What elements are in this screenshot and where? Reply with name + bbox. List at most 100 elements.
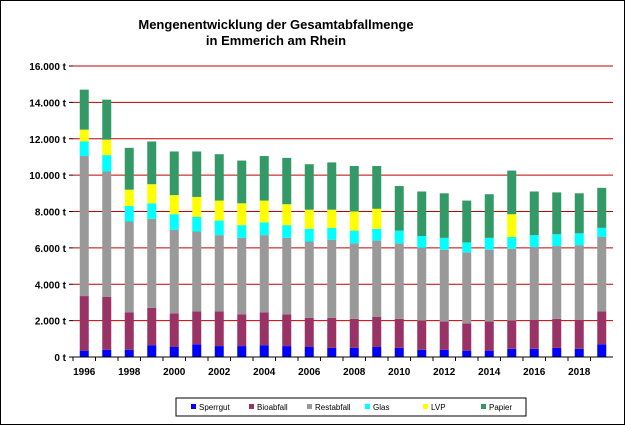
bar-segment-lvp xyxy=(214,200,224,221)
bar-segment-bioabfall xyxy=(462,323,472,351)
legend-label-sperrgut: Sperrgut xyxy=(199,403,230,412)
bar-segment-sperrgut xyxy=(349,347,359,357)
bar-segment-glas xyxy=(597,227,607,237)
bar-segment-lvp xyxy=(349,211,359,231)
bar-segment-glas xyxy=(507,236,517,249)
bar-segment-sperrgut xyxy=(259,345,269,357)
bar-segment-papier xyxy=(79,89,89,130)
bar-segment-restabfall xyxy=(484,249,494,322)
bar-segment-bioabfall xyxy=(214,311,224,347)
bar-stack xyxy=(237,160,247,357)
bar-segment-glas xyxy=(124,206,134,222)
legend: Sperrgut Bioabfall Restabfall Glas LVP Papier xyxy=(191,403,512,412)
legend-swatch-restabfall xyxy=(307,404,312,409)
bar-stack xyxy=(462,200,472,357)
bar-segment-bioabfall xyxy=(507,320,517,349)
bar-segment-bioabfall xyxy=(484,321,494,351)
bar-segment-sperrgut xyxy=(597,344,607,357)
legend-swatch-papier xyxy=(481,404,486,409)
bar-segment-lvp xyxy=(327,209,337,228)
bar-segment-sperrgut xyxy=(102,349,112,357)
bar-segment-restabfall xyxy=(462,252,472,324)
bar-segment-glas xyxy=(372,228,382,241)
bar-segment-papier xyxy=(372,166,382,209)
x-tick-label: 2018 xyxy=(568,367,591,378)
bar-segment-papier xyxy=(349,166,359,212)
bar-segment-bioabfall xyxy=(552,318,562,348)
bar-segment-lvp xyxy=(372,208,382,229)
bar-segment-lvp xyxy=(124,189,134,207)
legend-label-restabfall: Restabfall xyxy=(315,403,351,412)
y-tick-label: 4.000 t xyxy=(35,280,67,291)
bar-stack xyxy=(79,89,89,357)
chart-title-line1: Mengenentwicklung der Gesamtabfallmenge xyxy=(138,17,413,32)
bar-segment-glas xyxy=(484,237,494,250)
legend-swatch-bioabfall xyxy=(249,404,254,409)
y-tick-label: 14.000 t xyxy=(29,98,66,109)
bar-stack xyxy=(552,192,562,357)
x-tick-label: 2002 xyxy=(208,367,231,378)
bar-stack xyxy=(394,186,404,357)
x-tick-label: 2016 xyxy=(523,367,546,378)
bar-segment-glas xyxy=(237,225,247,238)
bar-segment-papier xyxy=(552,192,562,235)
bar-segment-sperrgut xyxy=(529,348,539,357)
bar-segment-lvp xyxy=(192,196,202,217)
bar-segment-restabfall xyxy=(529,246,539,320)
bar-segment-papier xyxy=(169,151,179,196)
bar-segment-papier xyxy=(304,164,314,210)
bar-segment-bioabfall xyxy=(192,311,202,345)
bar-segment-restabfall xyxy=(124,221,134,313)
bar-segment-restabfall xyxy=(349,243,359,319)
bar-segment-papier xyxy=(484,194,494,238)
bar-segment-bioabfall xyxy=(394,318,404,348)
bar-segment-bioabfall xyxy=(147,307,157,346)
bar-segment-sperrgut xyxy=(192,344,202,357)
bar-segment-restabfall xyxy=(597,236,607,312)
bar-segment-papier xyxy=(529,191,539,236)
bar-stack xyxy=(147,141,157,357)
bar-stack xyxy=(214,154,224,357)
bar-segment-restabfall xyxy=(282,237,292,315)
bar-stack xyxy=(417,191,427,357)
bar-segment-restabfall xyxy=(102,171,112,297)
bar-segment-sperrgut xyxy=(484,350,494,357)
bar-segment-glas xyxy=(147,203,157,219)
legend-label-glas: Glas xyxy=(373,403,389,412)
bar-segment-bioabfall xyxy=(327,317,337,348)
bar-segment-glas xyxy=(79,141,89,157)
bar-stack xyxy=(372,166,382,357)
bar-segment-bioabfall xyxy=(237,314,247,347)
bar-segment-papier xyxy=(439,193,449,238)
y-tick-label: 10.000 t xyxy=(29,171,66,182)
bar-stack xyxy=(529,191,539,357)
bar-segment-papier xyxy=(417,191,427,237)
bar-segment-bioabfall xyxy=(529,319,539,349)
bar-stack xyxy=(574,193,584,357)
legend-box xyxy=(175,397,527,417)
bar-segment-glas xyxy=(169,214,179,230)
bar-segment-sperrgut xyxy=(169,346,179,357)
bar-stack xyxy=(597,187,607,357)
bar-segment-restabfall xyxy=(79,156,89,297)
bar-segment-sperrgut xyxy=(79,350,89,357)
bar-segment-bioabfall xyxy=(349,318,359,348)
bar-segment-bioabfall xyxy=(417,320,427,350)
bar-segment-sperrgut xyxy=(439,349,449,357)
gridlines xyxy=(73,65,613,322)
bar-segment-papier xyxy=(462,200,472,243)
bar-segment-glas xyxy=(259,222,269,236)
y-tick-label: 8.000 t xyxy=(35,208,67,219)
bar-segment-glas xyxy=(529,235,539,247)
bar-stack xyxy=(282,157,292,357)
bar-segment-glas xyxy=(394,230,404,244)
legend-label-bioabfall: Bioabfall xyxy=(257,403,288,412)
bar-segment-papier xyxy=(394,186,404,231)
x-tick-label: 2010 xyxy=(388,367,411,378)
bar-segment-glas xyxy=(327,227,337,240)
bar-segment-glas xyxy=(282,225,292,238)
x-tick-label: 2014 xyxy=(478,367,501,378)
bar-stack xyxy=(259,156,269,357)
bar-segment-papier xyxy=(102,99,112,140)
